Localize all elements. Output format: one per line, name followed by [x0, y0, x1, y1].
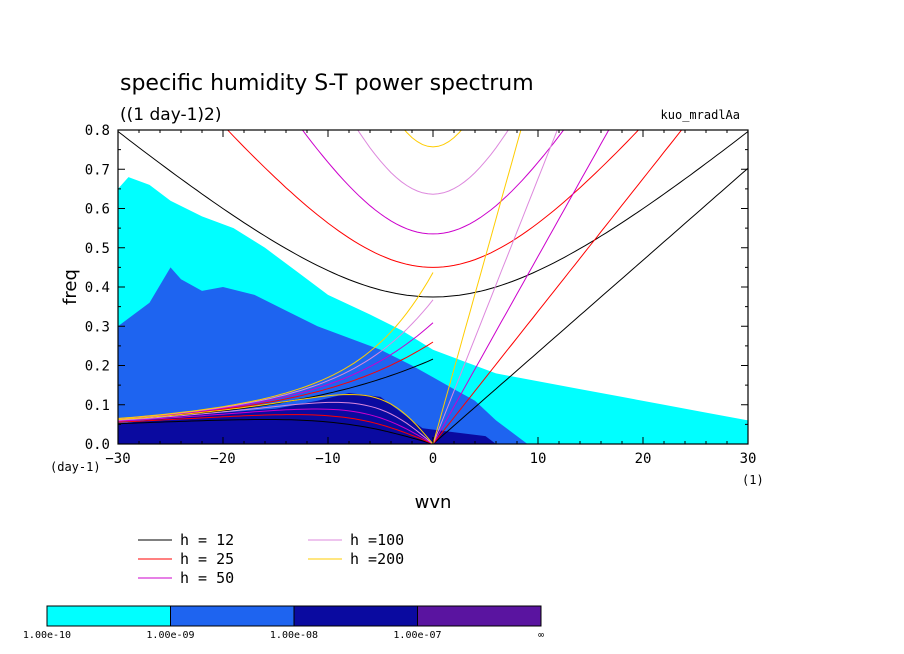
y-tick-label: 0.1 — [85, 398, 110, 414]
mrg-curve-h200 — [118, 272, 434, 419]
inertia-gravity-curve-h25 — [226, 130, 640, 268]
colorbar-label: ∞ — [538, 630, 544, 641]
colorbar-label: 1.00e-09 — [146, 630, 194, 641]
x-tick-label: −30 — [105, 451, 130, 467]
y-tick-label: 0.6 — [85, 202, 110, 218]
inertia-gravity-curve-h12 — [118, 131, 748, 298]
colorbar-swatch — [170, 605, 295, 627]
rossby-curve-h12 — [118, 419, 434, 444]
y-tick-label: 0.3 — [85, 319, 110, 335]
x-tick-label: −20 — [210, 451, 235, 467]
inertia-gravity-curve-h100 — [357, 130, 509, 195]
y-tick-label: 0.7 — [85, 162, 110, 178]
chart-subtitle: ((1 day-1)2) — [120, 105, 222, 125]
x-tick-label: −10 — [315, 451, 340, 467]
y-tick-label: 0.0 — [85, 437, 110, 453]
kelvin-curve-h100 — [432, 130, 558, 444]
colorbar-label: 1.00e-10 — [23, 630, 71, 641]
y-tick-label: 0.5 — [85, 241, 110, 257]
dispersion-curves — [118, 130, 748, 444]
colorbar-swatch — [417, 605, 542, 627]
legend-entry: h = 12 — [138, 531, 234, 549]
kelvin-curve-h200 — [432, 130, 522, 444]
case-label: kuo_mradlAa — [661, 108, 740, 122]
legend-entry: h =200 — [308, 550, 404, 568]
legend-entry: h = 25 — [138, 550, 234, 568]
rossby-curve-h200 — [118, 393, 434, 444]
x-tick-label: 0 — [429, 451, 437, 467]
kelvin-curve-h50 — [432, 130, 610, 444]
legend-label: h = 12 — [180, 531, 234, 549]
y-tick-label: 0.8 — [85, 123, 110, 139]
y-axis-label: freq — [60, 269, 81, 305]
kelvin-curve-h25 — [432, 130, 683, 444]
y-unit-label: (day-1) — [50, 460, 101, 474]
y-tick-label: 0.2 — [85, 359, 110, 375]
legend-label: h = 50 — [180, 569, 234, 587]
legend-entry: h =100 — [308, 531, 404, 549]
curve-group-h200 — [118, 130, 522, 444]
legend-label: h =200 — [350, 550, 404, 568]
colorbar-label: 1.00e-08 — [270, 630, 318, 641]
x-axis-label: wvn — [415, 492, 452, 513]
contour-region-2 — [118, 267, 528, 444]
kelvin-curve-h12 — [432, 167, 748, 444]
legend-label: h =100 — [350, 531, 404, 549]
y-tick-label: 0.4 — [85, 280, 110, 296]
rossby-curve-h25 — [118, 414, 434, 444]
colorbar-swatch — [293, 605, 418, 627]
spectrum-contour-fill — [118, 177, 748, 444]
legend-entry: h = 50 — [138, 569, 234, 587]
x-unit-label: (1) — [742, 473, 764, 487]
legend-label: h = 25 — [180, 550, 234, 568]
colorbar-swatch — [46, 605, 171, 627]
x-tick-label: 10 — [530, 451, 547, 467]
x-tick-label: 30 — [740, 451, 757, 467]
colorbar-label: 1.00e-07 — [393, 630, 441, 641]
x-tick-label: 20 — [635, 451, 652, 467]
axis-ticks: −30 −20 −10 0 10 20 30 0.0 0.1 0.2 0.3 0.4 0.5 0.6 0.7… — [85, 123, 757, 467]
chart-title: specific humidity S-T power spectrum — [120, 71, 534, 96]
rossby-curve-h50 — [118, 408, 434, 444]
inertia-gravity-curve-h50 — [301, 130, 565, 235]
inertia-gravity-curve-h200 — [404, 130, 463, 148]
colorbar: 1.00e-10 1.00e-09 1.00e-08 1.00e-07 ∞ — [23, 605, 544, 641]
rossby-curve-h100 — [118, 401, 434, 444]
